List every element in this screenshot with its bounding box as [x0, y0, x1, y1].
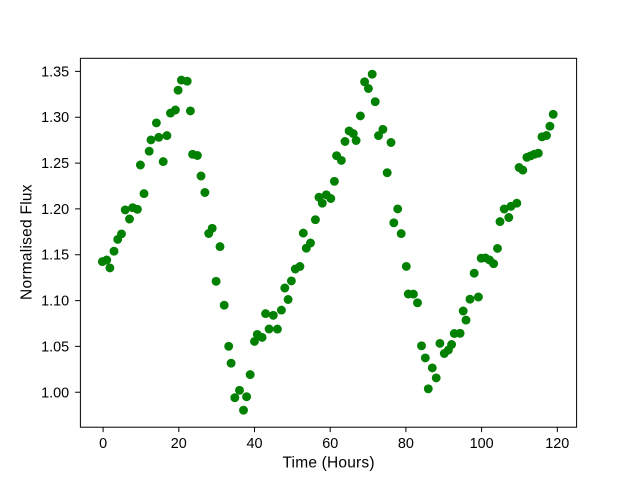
- svg-text:20: 20: [171, 436, 187, 452]
- svg-text:120: 120: [545, 436, 569, 452]
- svg-text:1.25: 1.25: [41, 156, 69, 172]
- svg-text:80: 80: [398, 436, 414, 452]
- svg-text:1.30: 1.30: [41, 110, 69, 126]
- svg-text:0: 0: [99, 436, 107, 452]
- svg-text:100: 100: [470, 436, 494, 452]
- svg-text:Normalised Flux: Normalised Flux: [19, 184, 36, 300]
- svg-text:Time (Hours): Time (Hours): [282, 455, 374, 472]
- svg-text:1.05: 1.05: [41, 339, 69, 355]
- svg-text:1.15: 1.15: [41, 248, 69, 264]
- svg-text:1.00: 1.00: [41, 385, 69, 401]
- svg-text:40: 40: [246, 436, 262, 452]
- svg-text:1.20: 1.20: [41, 202, 69, 218]
- svg-text:1.35: 1.35: [41, 64, 69, 80]
- svg-text:60: 60: [322, 436, 338, 452]
- svg-text:1.10: 1.10: [41, 294, 69, 310]
